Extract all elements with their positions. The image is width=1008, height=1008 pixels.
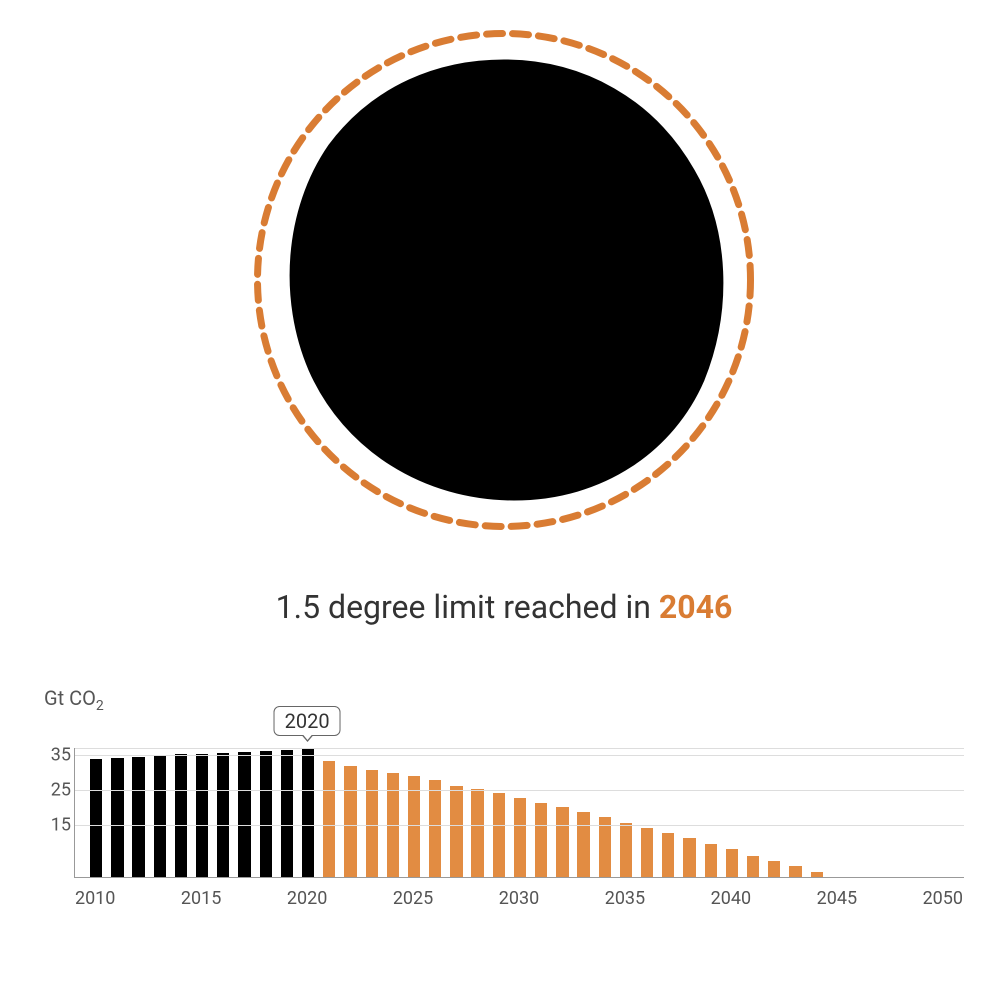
emissions-bar (747, 856, 759, 877)
x-tick-label: 2015 (181, 888, 221, 909)
emissions-bar (514, 798, 526, 877)
budget-circle-graphic (254, 30, 754, 530)
emissions-bar (789, 866, 801, 877)
chart-plot-area: 152535 (74, 748, 964, 878)
y-axis-title: Gt CO2 (44, 686, 104, 714)
emissions-bar (196, 754, 208, 877)
chart-gridline (75, 748, 964, 749)
x-tick-label: 2020 (287, 888, 327, 909)
emissions-bar (768, 861, 780, 877)
chart-gridline (75, 790, 964, 791)
budget-used-blob (290, 60, 723, 500)
emissions-bar (260, 751, 272, 877)
emissions-bar (683, 838, 695, 877)
emissions-bar (493, 793, 505, 877)
emissions-bar (577, 812, 589, 877)
limit-caption: 1.5 degree limit reached in 2046 (276, 588, 733, 626)
emissions-bar (450, 786, 462, 877)
emissions-bar (111, 758, 123, 877)
y-tick-label: 25 (45, 780, 71, 801)
emissions-bar (344, 766, 356, 877)
emissions-bar-chart: Gt CO2 2020 152535 201020152020202520302… (44, 686, 964, 966)
current-year-marker-label: 2020 (285, 709, 330, 733)
x-tick-label: 2045 (817, 888, 857, 909)
chart-gridline (75, 825, 964, 826)
emissions-bar (556, 807, 568, 877)
emissions-bar (323, 761, 335, 877)
y-tick-label: 35 (45, 745, 71, 766)
limit-caption-prefix: 1.5 degree limit reached in (276, 588, 659, 626)
emissions-bar (705, 844, 717, 877)
x-tick-label: 2050 (923, 888, 963, 909)
emissions-bar (471, 789, 483, 877)
emissions-bar (535, 803, 547, 877)
emissions-bar (726, 849, 738, 877)
x-tick-label: 2040 (711, 888, 751, 909)
emissions-bar (811, 872, 823, 877)
emissions-bar (429, 780, 441, 877)
x-tick-label: 2025 (393, 888, 433, 909)
x-tick-label: 2035 (605, 888, 645, 909)
emissions-bar (132, 757, 144, 878)
chart-bars-container (75, 748, 964, 877)
emissions-bar (217, 753, 229, 877)
emissions-bar (641, 828, 653, 877)
emissions-bar (366, 770, 378, 877)
emissions-bar (175, 754, 187, 877)
current-year-marker: 2020 (274, 706, 341, 736)
budget-circle-svg (254, 30, 754, 530)
chart-gridline (75, 755, 964, 756)
x-tick-label: 2010 (75, 888, 115, 909)
emissions-bar (238, 752, 250, 877)
x-tick-label: 2030 (499, 888, 539, 909)
emissions-bar (154, 755, 166, 877)
y-tick-label: 15 (45, 815, 71, 836)
emissions-bar (302, 749, 314, 877)
limit-caption-year: 2046 (659, 588, 732, 626)
emissions-bar (90, 759, 102, 877)
emissions-bar (620, 823, 632, 877)
emissions-bar (281, 750, 293, 877)
emissions-bar (662, 833, 674, 877)
